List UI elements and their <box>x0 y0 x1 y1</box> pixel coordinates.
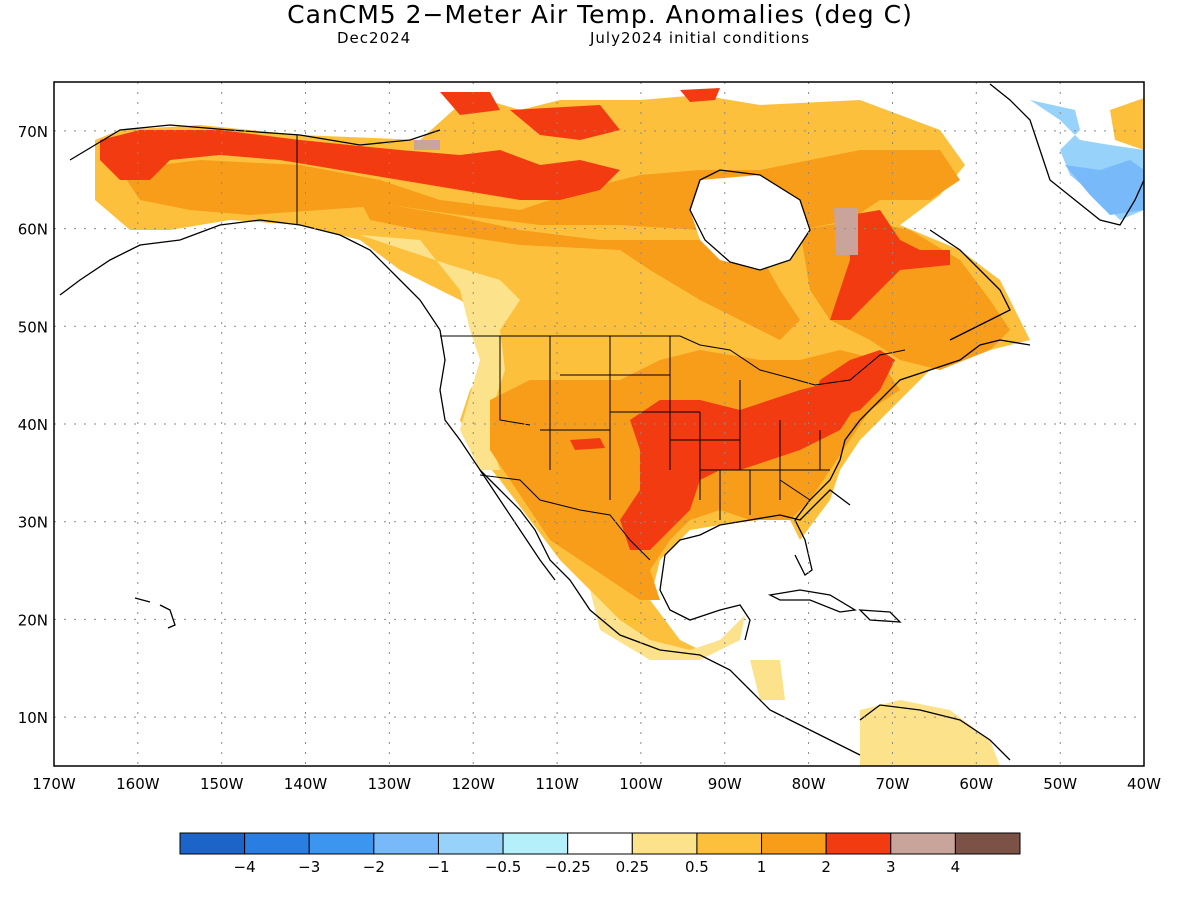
coastline-labrador <box>929 229 1011 341</box>
anomaly-region-arctic-islands-hot-2 <box>510 105 620 140</box>
colorbar-swatch <box>567 832 633 855</box>
coastline-baja <box>479 469 556 581</box>
colorbar-swatch <box>631 832 698 855</box>
colorbar-label: −2 <box>363 858 385 876</box>
lon-tick-label: 60W <box>959 775 993 793</box>
lon-tick-label: 150W <box>200 775 244 793</box>
lat-tick-label: 10N <box>18 709 48 727</box>
colorbar-label: −3 <box>298 858 320 876</box>
lon-tick-label: 170W <box>32 775 76 793</box>
coastline-hudson-bay <box>689 169 811 271</box>
coastline-west-us <box>439 329 861 756</box>
anomaly-region-south-america-light <box>860 700 1000 766</box>
lat-tick-label: 60N <box>18 221 48 239</box>
colorbar-swatch <box>502 832 569 855</box>
anomaly-shading <box>95 88 1144 766</box>
colorbar-swatch <box>825 832 892 855</box>
longitude-tick-labels: 170W 160W 150W 140W 130W 120W 110W 100W 90W 80W 70… <box>32 775 1161 793</box>
colorbar-label: −0.5 <box>485 858 521 876</box>
latitude-tick-labels: 10N 20N 30N 40N 50N 60N 70N <box>18 123 48 727</box>
coastline-greenland <box>989 83 1144 226</box>
colorbar-swatch <box>954 832 1021 855</box>
lon-tick-label: 130W <box>368 775 412 793</box>
lon-tick-label: 160W <box>116 775 160 793</box>
map-title: CanCM5 2−Meter Air Temp. Anomalies (deg … <box>287 0 913 29</box>
border-us-canada <box>440 335 906 386</box>
coastline-florida <box>794 519 813 576</box>
lon-tick-label: 40W <box>1127 775 1161 793</box>
anomaly-region-canada-orange <box>360 200 800 340</box>
colorbar-label: 1 <box>757 858 767 876</box>
anomaly-region-central-america-light <box>750 660 785 700</box>
border-us-mexico <box>479 474 651 561</box>
colorbar-swatch <box>761 832 827 855</box>
anomaly-region-arctic-islands-hot <box>440 92 500 115</box>
colorbar-label: 0.5 <box>685 858 709 876</box>
graticule <box>54 82 1144 766</box>
hudson-bay <box>690 175 810 270</box>
colorbar-swatch <box>696 832 763 855</box>
coastline-hispaniola <box>858 609 902 623</box>
coastline-hawaii <box>134 597 176 629</box>
forecast-month: Dec2024 <box>337 29 412 47</box>
initial-conditions: July2024 initial conditions <box>590 29 811 47</box>
colorbar-swatch <box>308 832 375 855</box>
anomaly-region-greenland-cold-core <box>1065 160 1144 215</box>
anomaly-region-ungava-extreme <box>834 208 858 255</box>
anomaly-region-quebec-hot <box>830 210 950 320</box>
borders <box>296 135 906 561</box>
lat-tick-label: 30N <box>18 514 48 532</box>
lon-tick-label: 80W <box>792 775 826 793</box>
colorbar-label: 2 <box>821 858 831 876</box>
lat-tick-label: 50N <box>18 318 48 336</box>
lat-tick-label: 20N <box>18 611 48 629</box>
colorbar-swatch <box>244 832 310 855</box>
state-lines-southeast <box>700 469 830 520</box>
lon-tick-label: 100W <box>619 775 663 793</box>
lon-tick-label: 120W <box>451 775 495 793</box>
anomaly-region-baffin-extreme <box>414 140 440 150</box>
anomaly-region-alaska-hot <box>100 130 620 200</box>
anomaly-region-northeast-hot <box>810 350 895 420</box>
colorbar-swatch <box>437 832 504 855</box>
state-lines-west <box>499 336 821 500</box>
lon-tick-label: 90W <box>708 775 742 793</box>
coastlines <box>59 83 1144 761</box>
anomaly-region-colorado-hot <box>570 438 605 450</box>
anomaly-region-arctic-islands-hot-3 <box>680 88 720 102</box>
lat-tick-label: 40N <box>18 416 48 434</box>
colorbar-swatch <box>179 832 246 855</box>
anomaly-region-mexico-light <box>590 590 745 660</box>
coastline-cuba <box>767 589 857 613</box>
anomaly-region-west-coast-light <box>360 235 520 470</box>
coastline-south-america <box>859 704 1011 761</box>
lat-tick-label: 70N <box>18 123 48 141</box>
lon-tick-label: 50W <box>1043 775 1077 793</box>
coastline-gulf <box>659 489 851 641</box>
coastline-east <box>794 339 1031 521</box>
colorbar-label: −1 <box>427 858 449 876</box>
plot-frame <box>53 81 1145 767</box>
lon-tick-label: 140W <box>284 775 328 793</box>
lon-tick-label: 110W <box>535 775 579 793</box>
colorbar-swatch <box>890 832 956 855</box>
colorbar-label: −4 <box>234 858 256 876</box>
colorbar-label: 0.25 <box>616 858 649 876</box>
colorbar-label: 3 <box>886 858 896 876</box>
anomaly-region-greenland-warm <box>1110 98 1144 150</box>
colorbar-swatch <box>373 832 439 855</box>
coastline-arctic-alaska <box>69 124 441 161</box>
colorbar-label: 4 <box>951 858 961 876</box>
colorbar-label: −0.25 <box>545 858 591 876</box>
lon-tick-label: 70W <box>876 775 910 793</box>
coastline-alaska <box>59 219 441 331</box>
colorbar: −4 −3 −2 −1 −0.5 −0.25 0.25 0.5 1 2 3 4 <box>179 832 1021 876</box>
